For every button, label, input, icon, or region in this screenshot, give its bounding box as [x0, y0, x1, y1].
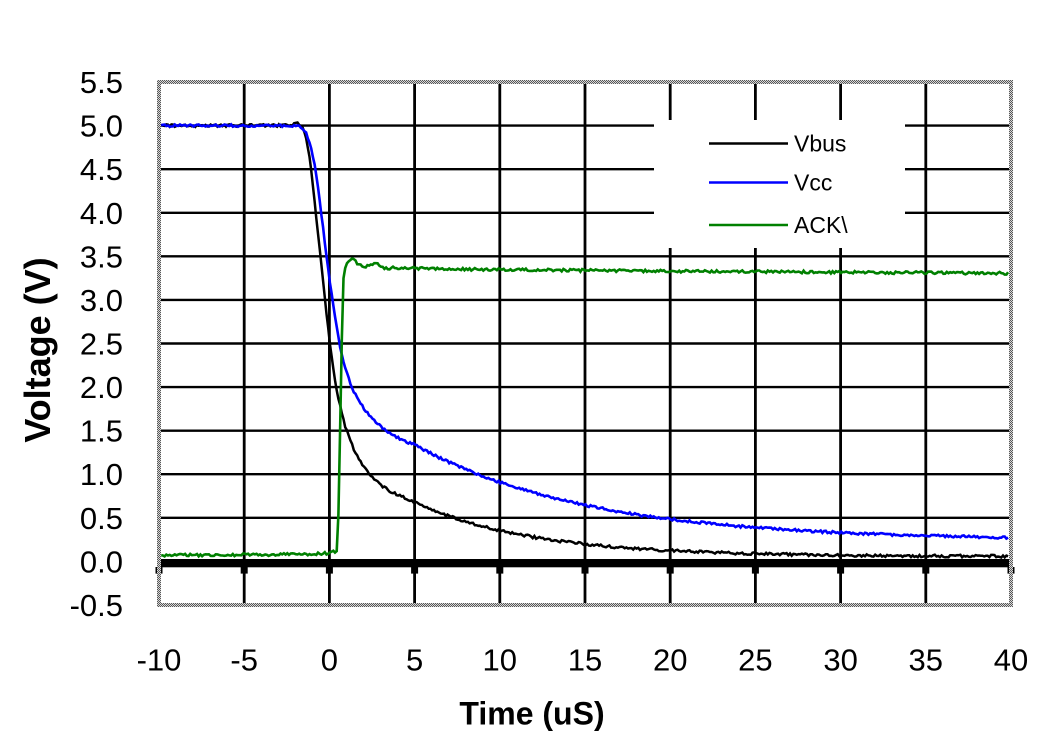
svg-text:40: 40	[994, 643, 1028, 678]
svg-text:ACK\: ACK\	[794, 212, 848, 238]
svg-text:1.0: 1.0	[80, 457, 123, 492]
svg-text:4.5: 4.5	[80, 152, 123, 187]
svg-text:2.5: 2.5	[80, 327, 123, 362]
svg-text:3.0: 3.0	[80, 283, 123, 318]
svg-text:1.5: 1.5	[80, 414, 123, 449]
svg-text:30: 30	[823, 643, 857, 678]
svg-text:Voltage (V): Voltage (V)	[17, 257, 58, 442]
svg-text:Vcc: Vcc	[794, 170, 832, 196]
svg-text:-10: -10	[137, 643, 182, 678]
svg-text:3.5: 3.5	[80, 239, 123, 274]
svg-text:0.0: 0.0	[80, 544, 123, 579]
svg-text:4.0: 4.0	[80, 196, 123, 231]
svg-text:-5: -5	[230, 643, 258, 678]
svg-text:2.0: 2.0	[80, 370, 123, 405]
svg-text:35: 35	[909, 643, 943, 678]
svg-text:0.5: 0.5	[80, 501, 123, 536]
svg-text:5.0: 5.0	[80, 109, 123, 144]
svg-text:20: 20	[653, 643, 687, 678]
svg-text:-0.5: -0.5	[70, 588, 123, 623]
svg-text:0: 0	[321, 643, 338, 678]
svg-text:Time (uS): Time (uS)	[459, 696, 604, 732]
svg-text:15: 15	[568, 643, 602, 678]
svg-text:25: 25	[738, 643, 772, 678]
svg-text:5.5: 5.5	[80, 65, 123, 100]
svg-text:10: 10	[483, 643, 517, 678]
svg-text:5: 5	[406, 643, 423, 678]
svg-text:Vbus: Vbus	[794, 131, 846, 157]
